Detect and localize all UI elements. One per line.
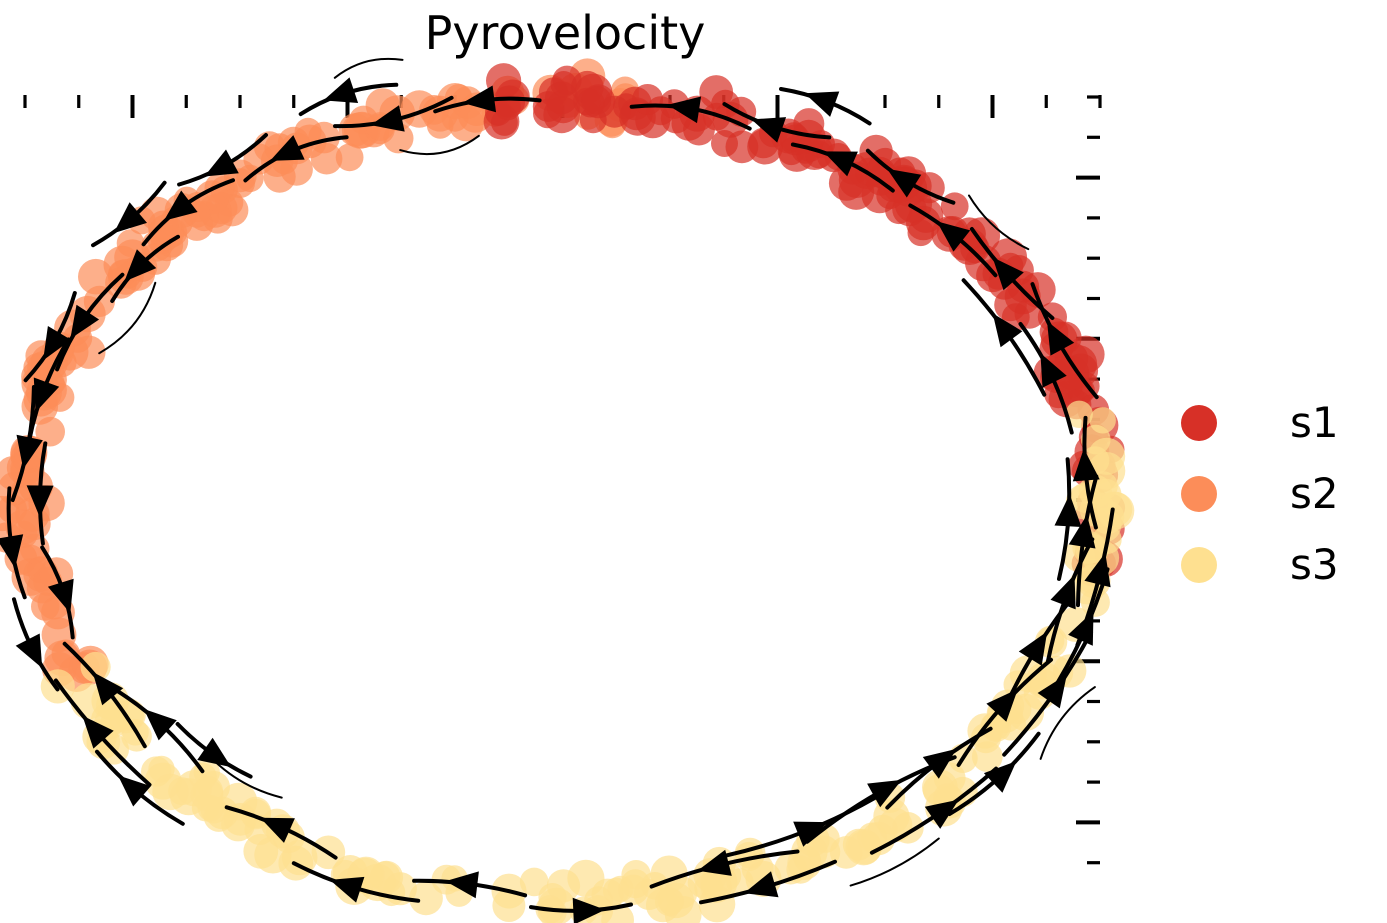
legend-item-s3: s3 [1181,534,1339,596]
chart-title: Pyrovelocity [424,6,706,60]
legend-label-s2: s2 [1290,469,1339,518]
legend-label-s3: s3 [1290,540,1339,589]
legend-label-s1: s1 [1290,398,1339,447]
legend-marker-s3-icon [1181,547,1217,583]
legend-marker-s1-icon [1181,405,1217,441]
legend-item-s1: s1 [1181,392,1339,454]
legend-marker-s2-icon [1181,476,1217,512]
velocity-streamlines [0,57,1115,923]
legend-item-s2: s2 [1181,463,1339,525]
legend: s1 s2 s3 [1181,392,1339,596]
